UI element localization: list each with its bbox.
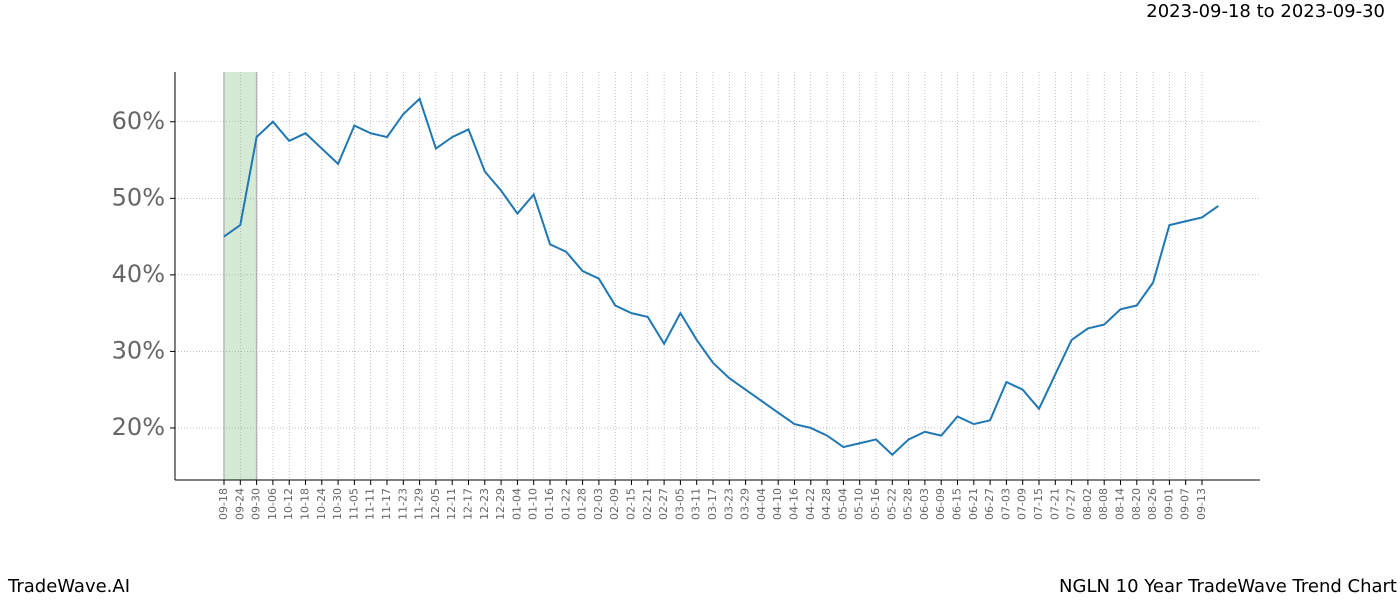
x-tick-label: 10-24	[315, 488, 328, 520]
x-tick-label: 03-29	[739, 488, 752, 520]
y-tick-label: 50%	[112, 183, 165, 211]
x-tick-label: 08-14	[1114, 488, 1127, 520]
x-tick-label: 10-18	[299, 488, 312, 520]
x-tick-label: 08-08	[1097, 488, 1110, 520]
x-tick-label: 01-28	[576, 488, 589, 520]
x-tick-label: 04-10	[771, 488, 784, 520]
x-tick-label: 05-22	[885, 488, 898, 520]
x-tick-label: 02-09	[608, 488, 621, 520]
x-tick-label: 05-16	[869, 488, 882, 520]
x-tick-label: 10-12	[282, 488, 295, 520]
x-tick-label: 07-09	[1016, 488, 1029, 520]
x-tick-label: 09-13	[1195, 488, 1208, 520]
x-tick-label: 12-17	[462, 488, 475, 520]
trend-line	[223, 96, 1219, 457]
x-tick-label: 03-23	[722, 488, 735, 520]
x-tick-label: 04-04	[755, 488, 768, 520]
x-tick-label: 02-15	[625, 488, 638, 520]
x-tick-label: 07-27	[1065, 488, 1078, 520]
y-tick-label: 40%	[112, 260, 165, 288]
x-tick-label: 01-16	[543, 488, 556, 520]
x-tick-label: 11-11	[364, 488, 377, 520]
x-tick-label: 06-15	[951, 488, 964, 520]
x-tick-label: 12-11	[445, 488, 458, 520]
x-tick-label: 06-03	[918, 488, 931, 520]
x-tick-label: 02-21	[641, 488, 654, 520]
x-tick-label: 02-03	[592, 488, 605, 520]
x-tick-label: 09-01	[1162, 488, 1175, 520]
x-tick-label: 09-24	[233, 488, 246, 520]
x-tick-label: 09-18	[217, 488, 230, 520]
x-tick-label: 05-28	[902, 488, 915, 520]
x-tick-label: 05-04	[836, 488, 849, 520]
x-tick-label: 11-17	[380, 488, 393, 520]
x-tick-label: 03-17	[706, 488, 719, 520]
x-tick-label: 03-05	[673, 488, 686, 520]
x-tick-label: 07-21	[1048, 488, 1061, 520]
x-tick-label: 06-27	[983, 488, 996, 520]
x-tick-label: 02-27	[657, 488, 670, 520]
x-tick-label: 04-28	[820, 488, 833, 520]
x-tick-label: 04-16	[788, 488, 801, 520]
y-tick-label: 30%	[112, 336, 165, 364]
x-tick-label: 09-07	[1179, 488, 1192, 520]
x-tick-label: 04-22	[804, 488, 817, 520]
x-tick-label: 08-26	[1146, 488, 1159, 520]
date-range: 2023-09-18 to 2023-09-30	[1146, 1, 1385, 22]
x-tick-label: 11-29	[413, 488, 426, 520]
x-tick-label: 06-09	[934, 488, 947, 520]
x-tick-label: 03-11	[690, 488, 703, 520]
x-tick-label: 01-22	[559, 488, 572, 520]
x-tick-label: 08-02	[1081, 488, 1094, 520]
x-tick-label: 12-05	[429, 488, 442, 520]
x-tick-label: 06-21	[967, 488, 980, 520]
x-tick-label: 12-29	[494, 488, 507, 520]
x-tick-label: 11-05	[347, 488, 360, 520]
x-tick-label: 09-30	[250, 488, 263, 520]
x-tick-label: 10-06	[266, 488, 279, 520]
x-tick-label: 01-10	[527, 488, 540, 520]
y-tick-label: 60%	[112, 107, 165, 135]
x-tick-label: 11-23	[396, 488, 409, 520]
x-tick-label: 08-20	[1130, 488, 1143, 520]
x-tick-label: 05-10	[853, 488, 866, 520]
y-tick-label: 20%	[112, 413, 165, 441]
brand: TradeWave.AI	[7, 576, 130, 597]
x-tick-label: 01-04	[510, 488, 523, 520]
x-tick-label: 10-30	[331, 488, 344, 520]
x-tick-label: 07-15	[1032, 488, 1045, 520]
chart-title: NGLN 10 Year TradeWave Trend Chart	[1059, 576, 1397, 597]
x-tick-label: 07-03	[999, 488, 1012, 520]
x-tick-label: 12-23	[478, 488, 491, 520]
